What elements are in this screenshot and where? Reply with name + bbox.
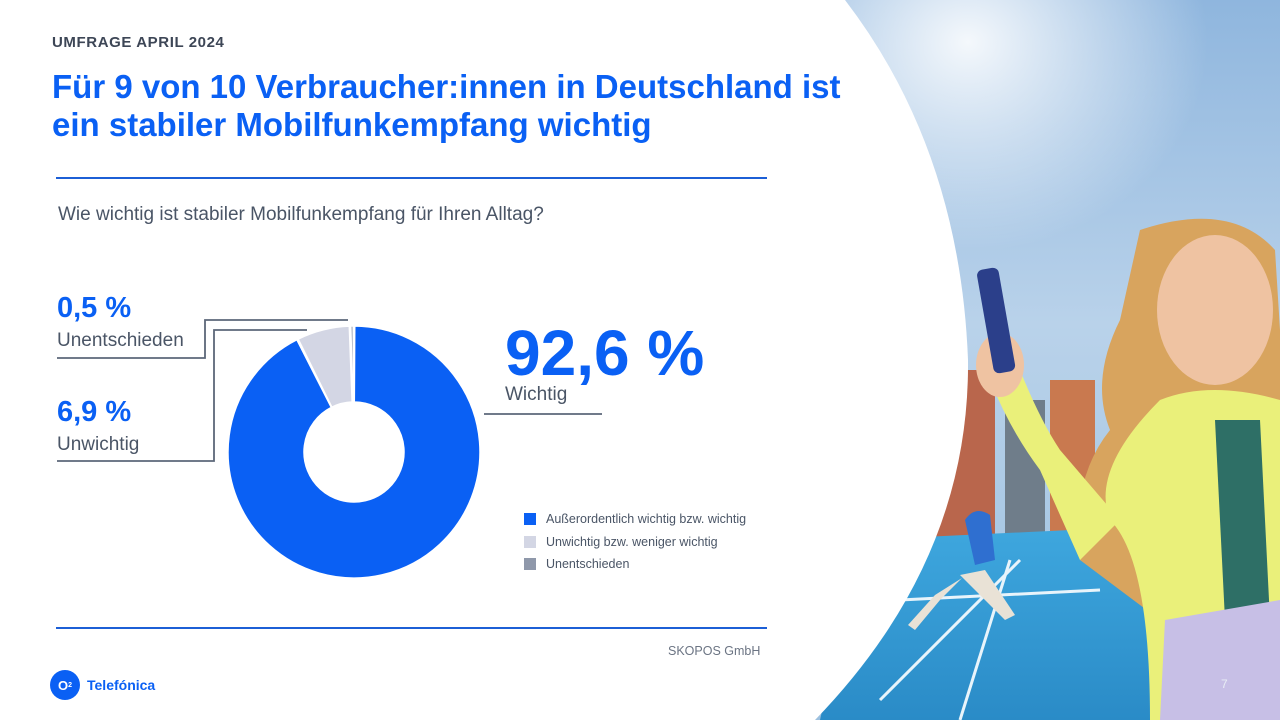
donut-slice-unimportant	[297, 325, 353, 409]
source-note: SKOPOS GmbH	[668, 644, 761, 658]
chart-legend: Außerordentlich wichtig bzw. wichtig Unw…	[524, 508, 746, 576]
legend-label-undecided: Unentschieden	[546, 557, 630, 572]
leader-line-unimportant	[57, 329, 307, 462]
photo-runner	[908, 511, 1015, 630]
bottom-divider	[56, 627, 767, 629]
callout-value-unimportant: 6,9 %	[57, 396, 132, 428]
photo-woman	[976, 218, 1280, 720]
page-number: 7	[1221, 677, 1228, 691]
legend-label-unimportant: Unwichtig bzw. weniger wichtig	[546, 534, 718, 549]
donut-slice-important	[227, 325, 481, 579]
leader-lines	[57, 319, 602, 462]
logo-wordmark: Telefónica	[87, 677, 156, 693]
slide-title: Für 9 von 10 Verbraucher:innen in Deutsc…	[52, 68, 841, 143]
callout-label-unimportant: Unwichtig	[57, 434, 140, 455]
callout-label-undecided: Unentschieden	[57, 330, 184, 351]
o2-logo-letter: O	[57, 677, 69, 693]
slide-kicker: UMFRAGE APRIL 2024	[52, 34, 225, 51]
legend-swatch-important	[524, 513, 536, 526]
legend-swatch-undecided	[524, 558, 536, 571]
o2-logo-sub: 2	[68, 681, 73, 689]
donut-slice-undecided	[350, 325, 355, 403]
legend-item-unimportant: Unwichtig bzw. weniger wichtig	[524, 531, 746, 554]
top-divider	[56, 177, 767, 179]
survey-question: Wie wichtig ist stabiler Mobilfunkempfan…	[58, 204, 544, 225]
callout-value-important: 92,6 %	[505, 317, 705, 389]
callout-value-undecided: 0,5 %	[57, 292, 132, 324]
legend-swatch-unimportant	[524, 535, 536, 548]
legend-item-undecided: Unentschieden	[524, 553, 746, 576]
donut-slices	[227, 325, 481, 579]
legend-label-important: Außerordentlich wichtig bzw. wichtig	[546, 512, 747, 527]
callout-label-important: Wichtig	[505, 384, 568, 405]
legend-item-important: Außerordentlich wichtig bzw. wichtig	[524, 508, 746, 531]
leader-line-undecided	[57, 319, 348, 359]
white-panel-shape	[0, 0, 968, 720]
